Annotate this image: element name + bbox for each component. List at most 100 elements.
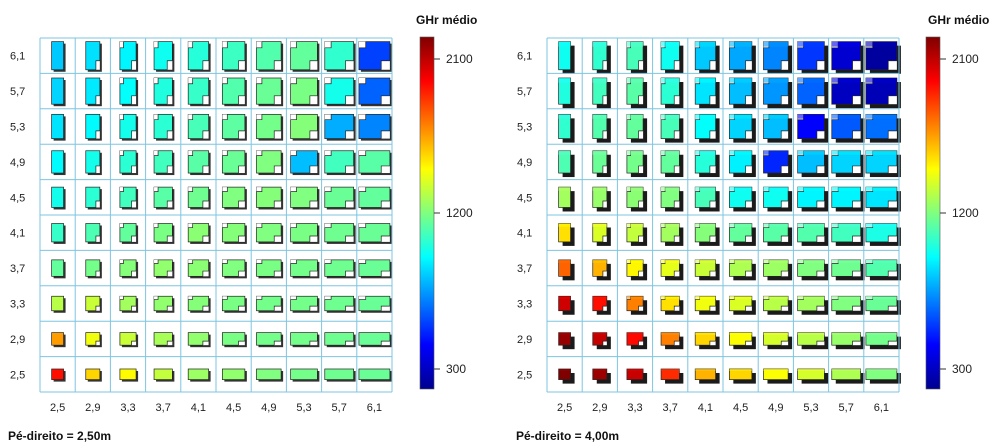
heatmap-cell (592, 41, 611, 74)
heatmap-cell (153, 368, 175, 382)
heatmap-cell (763, 368, 793, 384)
heatmap-cell (153, 259, 175, 279)
heatmap-cell (831, 150, 865, 178)
heatmap-cell (119, 259, 139, 279)
y-tick-label: 5,7 (10, 86, 25, 98)
x-tick-label: 5,7 (332, 402, 347, 414)
heatmap-cell (119, 223, 139, 244)
heatmap-cell (763, 295, 793, 315)
x-tick-labels-1: 2,5 2,9 3,3 3,7 4,1 4,5 4,9 5,3 5,7 6,1 (50, 402, 382, 414)
y-tick-label: 3,7 (10, 263, 25, 275)
heatmap-panel-1: 6,1 5,7 5,3 4,9 4,5 4,1 3,7 3,3 2,9 2,5 2,5 2,9 3,3… (8, 13, 477, 443)
x-tick-label: 6,1 (367, 402, 382, 414)
x-tick-label: 2,9 (85, 402, 100, 414)
heatmap-cell (358, 223, 392, 244)
heatmap-cell (831, 259, 865, 281)
heatmap-cell (187, 41, 211, 72)
heatmap-cell (626, 295, 648, 315)
colorbar-title-1: GHr médio (416, 13, 477, 27)
heatmap-cell (221, 259, 247, 279)
heatmap-cell (256, 186, 284, 210)
heatmap-cell (119, 77, 139, 107)
heatmap-cell (119, 368, 139, 382)
heatmap-cell (694, 150, 720, 178)
heatmap-cell (153, 332, 175, 348)
y-tick-label: 4,1 (10, 228, 25, 240)
heatmap-panel-2: 6,1 5,7 5,3 4,9 4,5 4,1 3,7 3,3 2,9 2,5 2,5 2,9 3,3… (516, 13, 989, 443)
colorbar-tick-label: 2100 (446, 52, 473, 66)
heatmap-cell (558, 186, 575, 212)
heatmap-cell (221, 295, 247, 313)
heatmap-cell (221, 77, 247, 107)
heatmap-cell (626, 150, 648, 178)
heatmap-cell (660, 295, 684, 315)
heatmap-cell (694, 295, 720, 315)
heatmap-cell (728, 332, 756, 350)
heatmap-cell (865, 332, 901, 350)
heatmap-cell (187, 186, 211, 210)
colorbar-tick-label: 300 (446, 362, 466, 376)
heatmap-cell (324, 41, 356, 72)
heatmap-cell (592, 368, 611, 384)
heatmap-grid-2 (546, 37, 900, 393)
colorbar-tick-label: 1200 (446, 206, 473, 220)
heatmap-cell (763, 41, 793, 74)
heatmap-cell (660, 114, 684, 143)
y-tick-label: 2,9 (10, 334, 25, 346)
y-tick-labels-2: 6,1 5,7 5,3 4,9 4,5 4,1 3,7 3,3 2,9 2,5 (517, 51, 532, 382)
heatmap-cell (558, 259, 575, 281)
x-tick-label: 3,7 (156, 402, 171, 414)
heatmap-cell (324, 77, 356, 107)
heatmap-cell (660, 41, 684, 74)
heatmap-cell (221, 114, 247, 141)
heatmap-cell (290, 114, 320, 141)
heatmap-cell (865, 223, 901, 246)
heatmap-cell (660, 150, 684, 178)
heatmap-cell (187, 77, 211, 107)
y-tick-label: 5,3 (517, 122, 532, 134)
y-tick-label: 3,3 (10, 299, 25, 311)
x-tick-labels-2: 2,5 2,9 3,3 3,7 4,1 4,5 4,9 5,3 5,7 6,1 (557, 402, 889, 414)
heatmap-cell (85, 332, 102, 348)
heatmap-cell (728, 150, 756, 178)
heatmap-cell (797, 77, 829, 109)
heatmap-cell (626, 259, 648, 281)
heatmap-grid-1 (39, 37, 393, 393)
heatmap-cell (558, 150, 575, 178)
heatmap-cell (85, 77, 102, 107)
heatmap-cell (797, 295, 829, 315)
colorbar-tick-label: 300 (952, 362, 972, 376)
heatmap-cells-2 (558, 41, 901, 384)
heatmap-cell (187, 223, 211, 244)
heatmap-cell (865, 114, 901, 143)
chart-title-1: Pé-direito = 2,50m (8, 429, 111, 443)
x-tick-label: 4,5 (733, 402, 748, 414)
colorbar-1 (419, 36, 435, 390)
heatmap-cell (660, 259, 684, 281)
x-tick-label: 5,3 (803, 402, 818, 414)
heatmap-cell (694, 259, 720, 281)
heatmap-cell (558, 368, 575, 384)
heatmap-cell (51, 186, 66, 210)
y-tick-label: 4,9 (517, 157, 532, 169)
heatmap-cell (290, 41, 320, 72)
heatmap-cell (153, 77, 175, 107)
y-tick-label: 4,9 (10, 157, 25, 169)
heatmap-cell (290, 332, 320, 348)
heatmap-cell (728, 295, 756, 315)
heatmap-cell (324, 332, 356, 348)
heatmap-cell (797, 368, 829, 384)
heatmap-cell (187, 332, 211, 348)
heatmap-cell (763, 259, 793, 281)
heatmap-cell (728, 186, 756, 212)
heatmap-cell (119, 150, 139, 176)
heatmap-cell (221, 150, 247, 176)
heatmap-cell (119, 332, 139, 348)
y-tick-label: 4,1 (517, 228, 532, 240)
heatmap-cell (51, 114, 66, 141)
x-tick-label: 4,5 (226, 402, 241, 414)
heatmap-cell (865, 41, 901, 74)
y-tick-label: 3,3 (517, 299, 532, 311)
heatmap-cell (358, 259, 392, 279)
heatmap-cell (592, 186, 611, 212)
